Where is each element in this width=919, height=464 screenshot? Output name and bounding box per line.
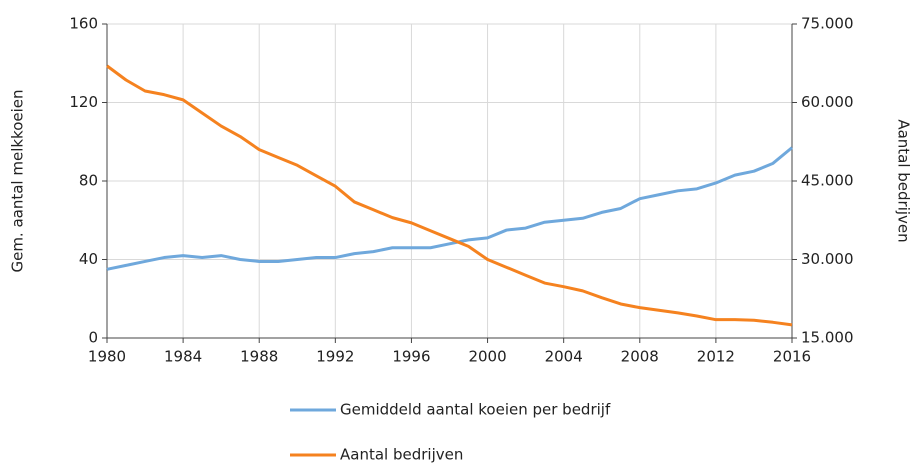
x-tick-label: 2004	[545, 348, 583, 366]
y2-tick-label: 15.000	[801, 329, 854, 347]
x-tick-label: 1992	[316, 348, 354, 366]
series-line	[106, 64, 793, 327]
y-tick-label: 120	[69, 93, 98, 111]
x-tick-label: 2012	[697, 348, 735, 366]
y-tick-label: 160	[69, 15, 98, 33]
x-tick-label: 2008	[621, 348, 659, 366]
legend-label: Gemiddeld aantal koeien per bedrijf	[340, 401, 611, 419]
y-tick-label: 0	[88, 329, 98, 347]
x-tick-label: 1984	[164, 348, 202, 366]
x-tick-label: 1988	[240, 348, 278, 366]
y2-tick-label: 30.000	[801, 250, 854, 268]
y-axis-label: Gem. aantal melkkoeien	[9, 89, 27, 272]
x-tick-label: 2000	[468, 348, 506, 366]
legend-label: Aantal bedrijven	[340, 446, 463, 464]
series-line	[106, 146, 793, 271]
y2-tick-label: 75.000	[801, 15, 854, 33]
y-tick-label: 40	[79, 250, 98, 268]
y2-axis-label: Aantal bedrijven	[895, 119, 913, 242]
x-tick-label: 1980	[88, 348, 126, 366]
x-tick-label: 2016	[773, 348, 811, 366]
y2-tick-label: 45.000	[801, 172, 854, 190]
y2-tick-label: 60.000	[801, 93, 854, 111]
y-tick-label: 80	[79, 172, 98, 190]
x-tick-label: 1996	[392, 348, 430, 366]
